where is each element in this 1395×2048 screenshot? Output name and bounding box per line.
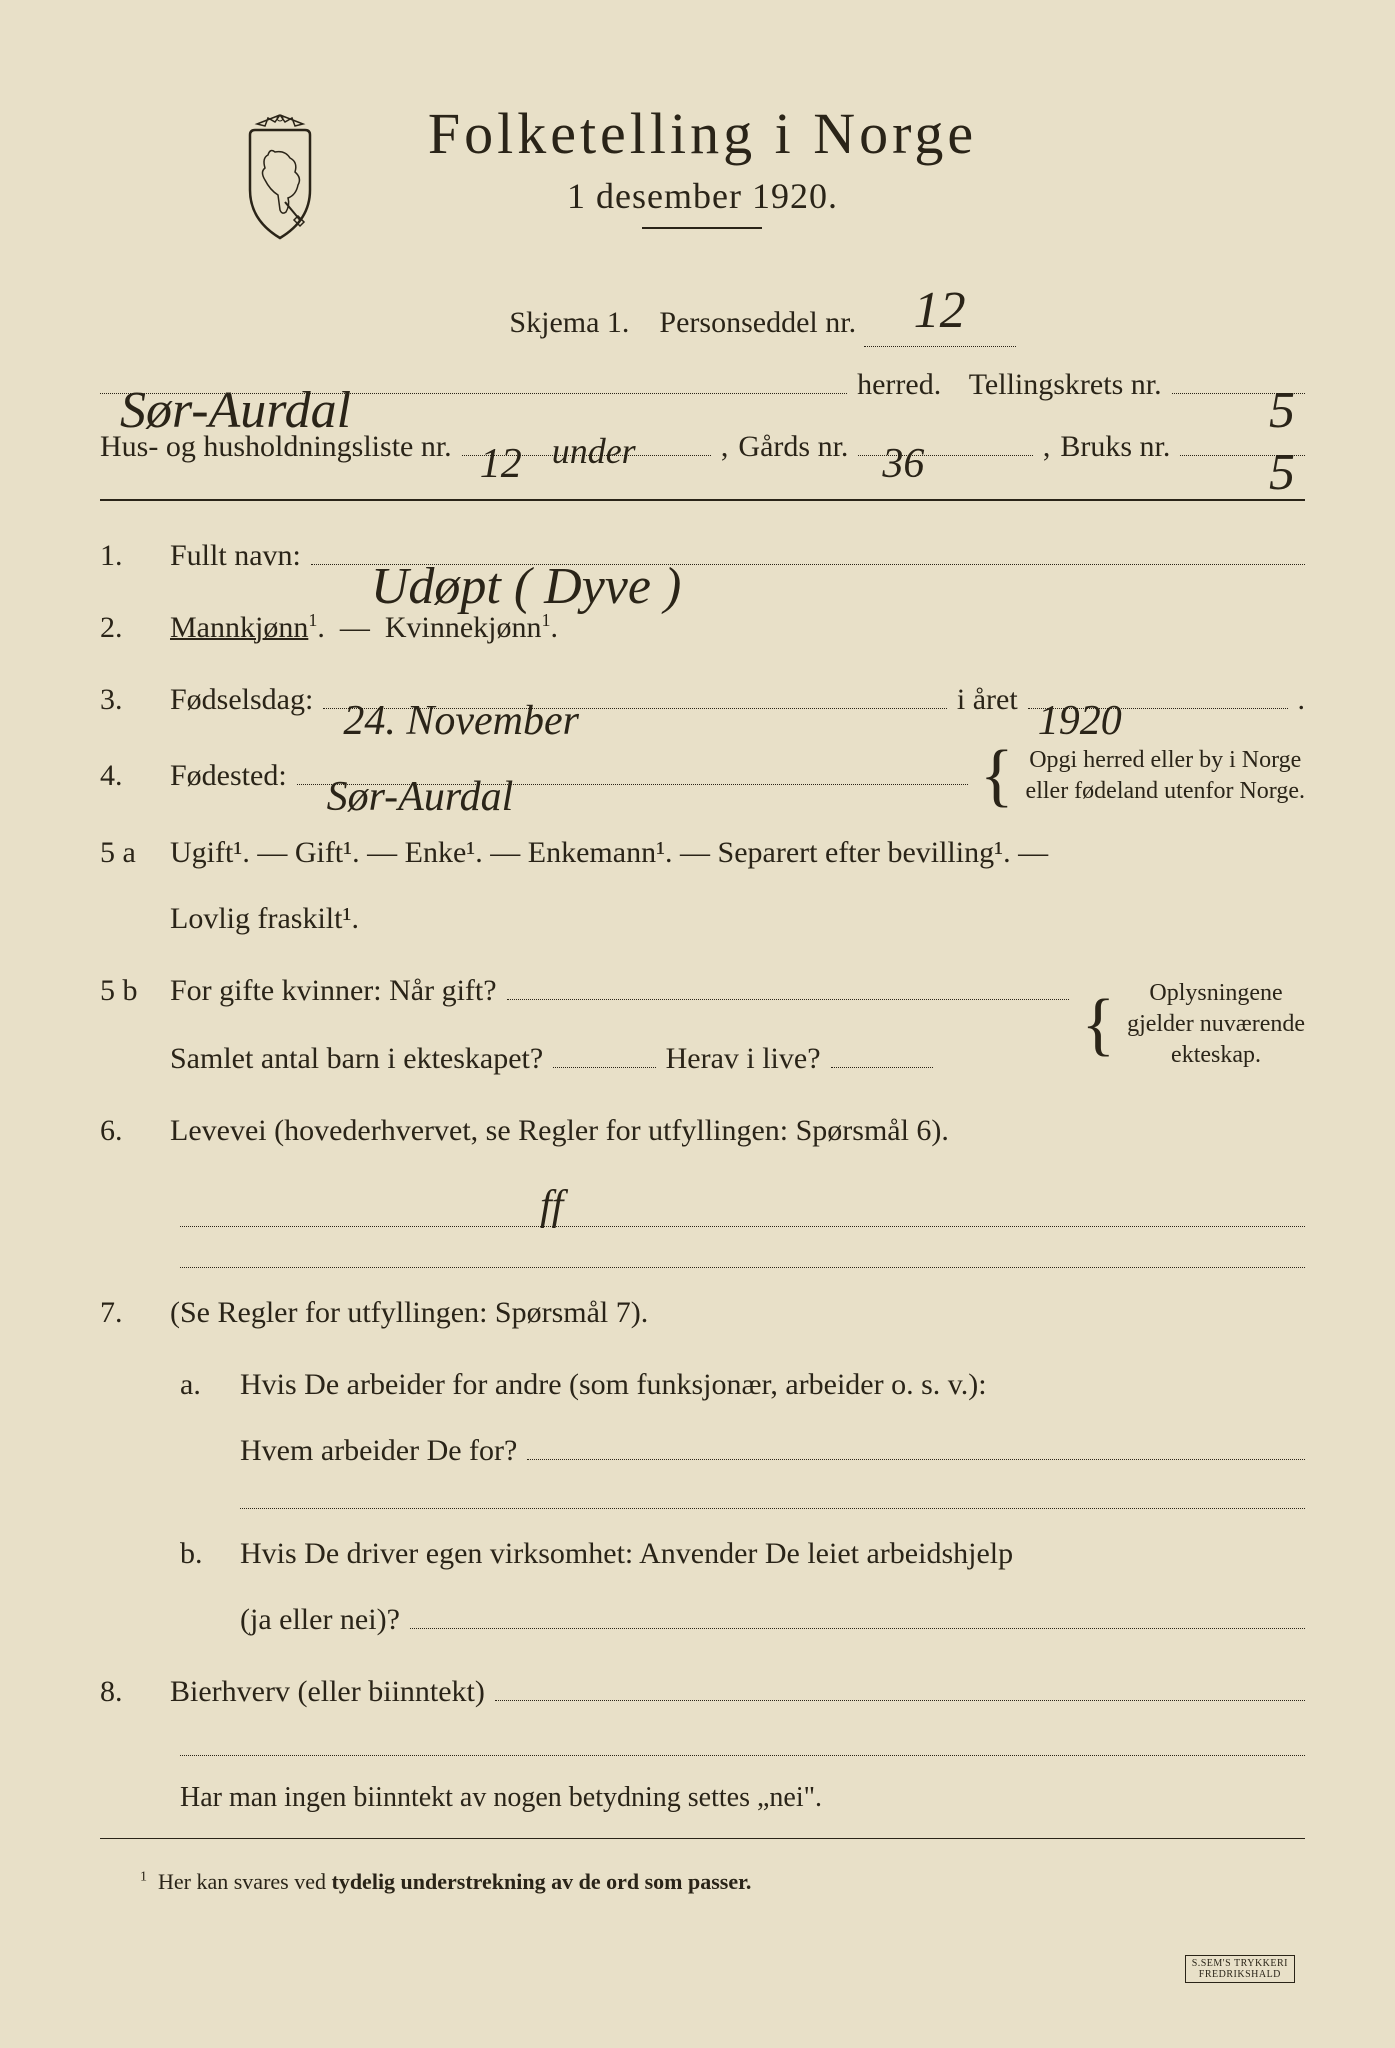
q2-mann: Mannkjønn: [170, 611, 308, 644]
q7a-line1: Hvis De arbeider for andre (som funksjon…: [240, 1358, 1305, 1412]
q2: 2. Mannkjønn1. — Kvinnekjønn1.: [100, 601, 1305, 655]
q7b: b. Hvis De driver egen virksomhet: Anven…: [180, 1527, 1305, 1647]
gards-value: 36: [882, 431, 924, 461]
q6-num: 6.: [100, 1114, 150, 1148]
q7a: a. Hvis De arbeider for andre (som funks…: [180, 1358, 1305, 1478]
coat-of-arms-icon: [230, 110, 330, 240]
q5b-line1: For gifte kvinner: Når gift?: [170, 964, 497, 1018]
footer-rule: [100, 1838, 1305, 1839]
title-rule: [642, 227, 762, 229]
skjema-line: Skjema 1. Personseddel nr. 12: [100, 263, 1305, 347]
q3-year-label: i året: [957, 673, 1018, 727]
q4: 4. Fødested: Sør-Aurdal { Opgi herred el…: [100, 745, 1305, 807]
q5b-num: 5 b: [100, 974, 150, 1008]
q3-day: 24. November: [343, 684, 579, 714]
q3-year: 1920: [1038, 684, 1122, 714]
brace-icon: {: [980, 755, 1014, 797]
section-rule-1: [100, 499, 1305, 501]
q5b-note: Oplysningene gjelder nuværende ekteskap.: [1127, 978, 1305, 1072]
q4-num: 4.: [100, 759, 150, 793]
q5a: 5 a Ugift¹. — Gift¹. — Enke¹. — Enkemann…: [100, 826, 1305, 946]
q7: 7. (Se Regler for utfyllingen: Spørsmål …: [100, 1286, 1305, 1340]
q5b: 5 b For gifte kvinner: Når gift? Samlet …: [100, 964, 1305, 1086]
q7a-fill: [240, 1508, 1305, 1509]
q7b-line2: (ja eller nei)?: [240, 1593, 400, 1647]
main-title: Folketelling i Norge: [428, 100, 977, 167]
q3: 3. Fødselsdag: 24. November i året 1920 …: [100, 673, 1305, 727]
herred-value: Sør-Aurdal: [120, 369, 351, 399]
husliste-value: 12: [480, 431, 522, 461]
q8-num: 8.: [100, 1675, 150, 1709]
q3-num: 3.: [100, 683, 150, 717]
q7b-num: b.: [180, 1537, 220, 1571]
q1-num: 1.: [100, 539, 150, 573]
footnote: 1 Her kan svares ved tydelig understrekn…: [140, 1869, 1305, 1895]
q6-fill-1: ff: [180, 1176, 1305, 1227]
q7b-line1: Hvis De driver egen virksomhet: Anvender…: [240, 1527, 1305, 1581]
q8-label: Bierhverv (eller biinntekt): [170, 1665, 485, 1719]
personseddel-value: 12: [914, 269, 966, 352]
footer-line: Har man ingen biinntekt av nogen betydni…: [180, 1776, 1305, 1821]
q5a-options2: Lovlig fraskilt¹.: [170, 892, 1305, 946]
q4-note: Opgi herred eller by i Norge eller fødel…: [1026, 745, 1305, 807]
bruks-value: 5: [1269, 431, 1295, 461]
q1-value: Udøpt ( Dyve ): [371, 540, 681, 570]
q6-fill-2: [180, 1267, 1305, 1268]
q7-intro: (Se Regler for utfyllingen: Spørsmål 7).: [170, 1296, 648, 1329]
herred-line: Sør-Aurdal herred. Tellingskrets nr. 5: [100, 361, 1305, 409]
q7a-line2: Hvem arbeider De for?: [240, 1424, 517, 1478]
q8: 8. Bierhverv (eller biinntekt): [100, 1665, 1305, 1719]
subtitle: 1 desember 1920.: [428, 175, 977, 217]
q1-label: Fullt navn:: [170, 529, 301, 583]
q4-value: Sør-Aurdal: [327, 760, 514, 790]
herred-label: herred.: [857, 361, 941, 409]
q4-label: Fødested:: [170, 749, 287, 803]
q5b-line2a: Samlet antal barn i ekteskapet?: [170, 1032, 543, 1086]
brace-icon: {: [1081, 1004, 1115, 1046]
husliste-extra: under: [552, 423, 636, 461]
q5b-line2b: Herav i live?: [666, 1032, 821, 1086]
q2-kvinne: Kvinnekjønn: [385, 611, 542, 644]
skjema-label: Skjema 1.: [509, 306, 629, 339]
tellingskrets-label: Tellingskrets nr.: [969, 361, 1162, 409]
census-form: Folketelling i Norge 1 desember 1920. Sk…: [0, 0, 1395, 2048]
q8-fill: [180, 1755, 1305, 1756]
personseddel-label: Personseddel nr.: [659, 306, 856, 339]
gards-label: Gårds nr.: [738, 423, 848, 471]
q5a-options: Ugift¹. — Gift¹. — Enke¹. — Enkemann¹. —…: [170, 826, 1305, 880]
q6-label: Levevei (hovederhvervet, se Regler for u…: [170, 1114, 949, 1147]
husliste-label: Hus- og husholdningsliste nr.: [100, 423, 452, 471]
q6-value: ff: [540, 1182, 563, 1232]
q7a-num: a.: [180, 1368, 220, 1402]
q2-num: 2.: [100, 611, 150, 645]
q6: 6. Levevei (hovederhvervet, se Regler fo…: [100, 1104, 1305, 1158]
printer-stamp: S.SEM'S TRYKKERI FREDRIKSHALD: [1185, 1955, 1295, 1983]
q1: 1. Fullt navn: Udøpt ( Dyve ): [100, 529, 1305, 583]
q7-num: 7.: [100, 1296, 150, 1330]
tellingskrets-value: 5: [1269, 369, 1295, 399]
husliste-line: Hus- og husholdningsliste nr. 12 under ,…: [100, 423, 1305, 471]
q3-label: Fødselsdag:: [170, 673, 313, 727]
bruks-label: Bruks nr.: [1060, 423, 1170, 471]
q5a-num: 5 a: [100, 836, 150, 870]
